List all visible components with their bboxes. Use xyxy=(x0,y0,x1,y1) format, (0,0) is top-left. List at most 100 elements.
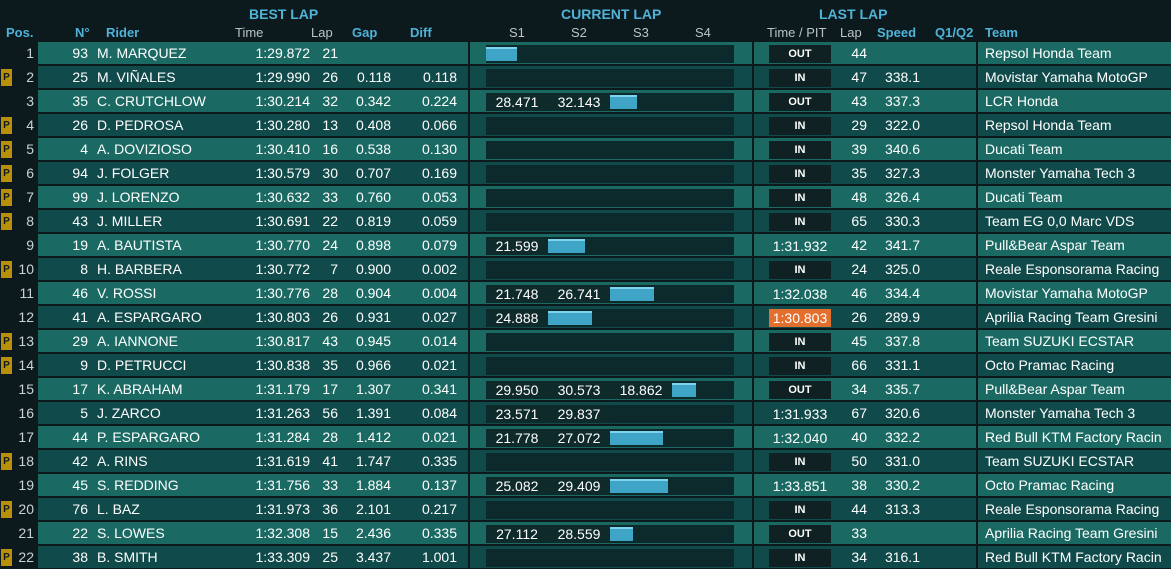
best-lap-number: 26 xyxy=(322,69,338,85)
diff-column-header: Diff xyxy=(410,25,432,40)
table-row[interactable]: 11 46 V. ROSSI 1:30.776 28 0.904 0.004 21.748 26… xyxy=(0,281,1171,305)
table-row[interactable]: P 6 94 J. FOLGER 1:30.579 30 0.707 0.169 IN 35 327… xyxy=(0,161,1171,185)
pit-flag-badge: P xyxy=(1,213,12,230)
top-speed: 340.6 xyxy=(884,141,920,157)
pit-status-badge: OUT xyxy=(769,45,831,63)
pit-status-badge: OUT xyxy=(769,93,831,111)
rider-number: 76 xyxy=(72,501,88,517)
sector-progress-bar xyxy=(486,47,517,61)
rider-name: B. SMITH xyxy=(97,549,158,565)
diff-value: 0.130 xyxy=(421,141,457,157)
table-row[interactable]: P 4 26 D. PEDROSA 1:30.280 13 0.408 0.066 IN 29 32… xyxy=(0,113,1171,137)
sector2-column-header: S2 xyxy=(571,25,587,40)
sector-4 xyxy=(672,525,734,543)
sector-3 xyxy=(610,213,672,231)
gap-value: 3.437 xyxy=(355,549,391,565)
pit-status-badge: IN xyxy=(769,357,831,375)
top-speed: 335.7 xyxy=(884,381,920,397)
pit-status-badge: IN xyxy=(769,453,831,471)
sector-4 xyxy=(672,453,734,471)
diff-value: 0.224 xyxy=(421,93,457,109)
team-name: Aprilia Racing Team Gresini xyxy=(985,309,1158,325)
team-column-header: Team xyxy=(985,25,1018,40)
table-row[interactable]: 16 5 J. ZARCO 1:31.263 56 1.391 0.084 23.571 29.… xyxy=(0,401,1171,425)
best-lap-number: 25 xyxy=(322,549,338,565)
table-row[interactable]: 1 93 M. MARQUEZ 1:29.872 21 OUT 44 Repsol Honda… xyxy=(0,41,1171,65)
sector-2 xyxy=(548,357,610,375)
table-row[interactable]: P 18 42 A. RINS 1:31.619 41 1.747 0.335 IN 50 331.… xyxy=(0,449,1171,473)
sector-3 xyxy=(610,453,672,471)
sector-3 xyxy=(610,309,672,327)
best-lap-group-header: BEST LAP xyxy=(249,6,319,22)
gap-value: 0.900 xyxy=(355,261,391,277)
table-row[interactable]: P 5 4 A. DOVIZIOSO 1:30.410 16 0.538 0.130 IN 39 3… xyxy=(0,137,1171,161)
sector-track: 21.599 xyxy=(486,237,734,255)
row-cell-bg xyxy=(754,234,976,256)
table-row[interactable]: P 10 8 H. BARBERA 1:30.772 7 0.900 0.002 IN 24 325… xyxy=(0,257,1171,281)
best-lap-time: 1:31.619 xyxy=(255,453,311,469)
sector-track xyxy=(486,141,734,159)
sector-2 xyxy=(548,213,610,231)
table-row[interactable]: P 2 25 M. VIÑALES 1:29.990 26 0.118 0.118 IN 47 33… xyxy=(0,65,1171,89)
pit-flag-badge: P xyxy=(1,189,12,206)
sector-4 xyxy=(672,93,734,111)
top-speed: 330.3 xyxy=(884,213,920,229)
row-cell-bg xyxy=(978,66,1171,88)
table-row[interactable]: 15 17 K. ABRAHAM 1:31.179 17 1.307 0.341 29.950… xyxy=(0,377,1171,401)
table-row[interactable]: P 20 76 L. BAZ 1:31.973 36 2.101 0.217 IN 44 313.3… xyxy=(0,497,1171,521)
table-row[interactable]: 19 45 S. REDDING 1:31.756 33 1.884 0.137 25.082… xyxy=(0,473,1171,497)
sector-1 xyxy=(486,453,548,471)
sector-time: 30.573 xyxy=(548,381,610,399)
last-lap-number: 45 xyxy=(851,333,867,349)
table-row[interactable]: 17 44 P. ESPARGARO 1:31.284 28 1.412 0.021 21.7… xyxy=(0,425,1171,449)
last-lap-number: 65 xyxy=(851,213,867,229)
last-lap-number: 43 xyxy=(851,93,867,109)
diff-value: 0.118 xyxy=(423,69,457,85)
table-row[interactable]: 9 19 A. BAUTISTA 1:30.770 24 0.898 0.079 21.599… xyxy=(0,233,1171,257)
pit-status-badge: IN xyxy=(769,189,831,207)
sector-2 xyxy=(548,261,610,279)
sector-progress-bar xyxy=(610,287,654,301)
rider-name: D. PEDROSA xyxy=(97,117,184,133)
table-row[interactable]: 21 22 S. LOWES 1:32.308 15 2.436 0.335 27.112 28… xyxy=(0,521,1171,545)
best-lap-time: 1:30.632 xyxy=(255,189,311,205)
gap-value: 0.118 xyxy=(357,69,391,85)
row-cell-bg xyxy=(38,474,468,496)
table-row[interactable]: P 14 9 D. PETRUCCI 1:30.838 35 0.966 0.021 IN 66 3… xyxy=(0,353,1171,377)
row-cell-bg xyxy=(38,522,468,544)
pos-column-header: Pos. xyxy=(6,25,34,40)
best-time-column-header: Time xyxy=(235,25,264,40)
rider-name: S. REDDING xyxy=(97,477,179,493)
last-lap-group-header: LAST LAP xyxy=(819,6,888,22)
row-cell-bg xyxy=(38,306,468,328)
rider-number: 22 xyxy=(72,525,88,541)
best-lap-number: 28 xyxy=(322,285,338,301)
row-cell-bg xyxy=(978,114,1171,136)
position-cell: 11 xyxy=(19,285,34,301)
gap-value: 1.391 xyxy=(355,405,391,421)
position-cell: 6 xyxy=(26,165,34,181)
sector-4 xyxy=(672,189,734,207)
best-lap-number: 7 xyxy=(330,261,338,277)
row-cell-bg xyxy=(978,42,1171,64)
position-cell: 8 xyxy=(26,213,34,229)
rider-name: J. MILLER xyxy=(97,213,163,229)
pit-status-badge: IN xyxy=(769,213,831,231)
last-lap-column-header: Lap xyxy=(840,25,862,40)
last-lap-number: 48 xyxy=(851,189,867,205)
sector-2: 29.409 xyxy=(548,477,610,495)
pit-status-badge: IN xyxy=(769,333,831,351)
gap-value: 2.101 xyxy=(355,501,391,517)
table-row[interactable]: 3 35 C. CRUTCHLOW 1:30.214 32 0.342 0.224 28.47… xyxy=(0,89,1171,113)
sector-progress-bar xyxy=(672,383,696,397)
sector-1 xyxy=(486,117,548,135)
row-cell-bg xyxy=(38,282,468,304)
table-row[interactable]: P 7 99 J. LORENZO 1:30.632 33 0.760 0.053 IN 48 32… xyxy=(0,185,1171,209)
table-row[interactable]: P 22 38 B. SMITH 1:33.309 25 3.437 1.001 IN 34 316… xyxy=(0,545,1171,569)
sector-1: 28.471 xyxy=(486,93,548,111)
sector-2 xyxy=(548,117,610,135)
row-cell-bg xyxy=(754,426,976,448)
table-row[interactable]: P 8 43 J. MILLER 1:30.691 22 0.819 0.059 IN 65 330… xyxy=(0,209,1171,233)
table-row[interactable]: P 13 29 A. IANNONE 1:30.817 43 0.945 0.014 IN 45 3… xyxy=(0,329,1171,353)
table-row[interactable]: 12 41 A. ESPARGARO 1:30.803 26 0.931 0.027 24.8… xyxy=(0,305,1171,329)
